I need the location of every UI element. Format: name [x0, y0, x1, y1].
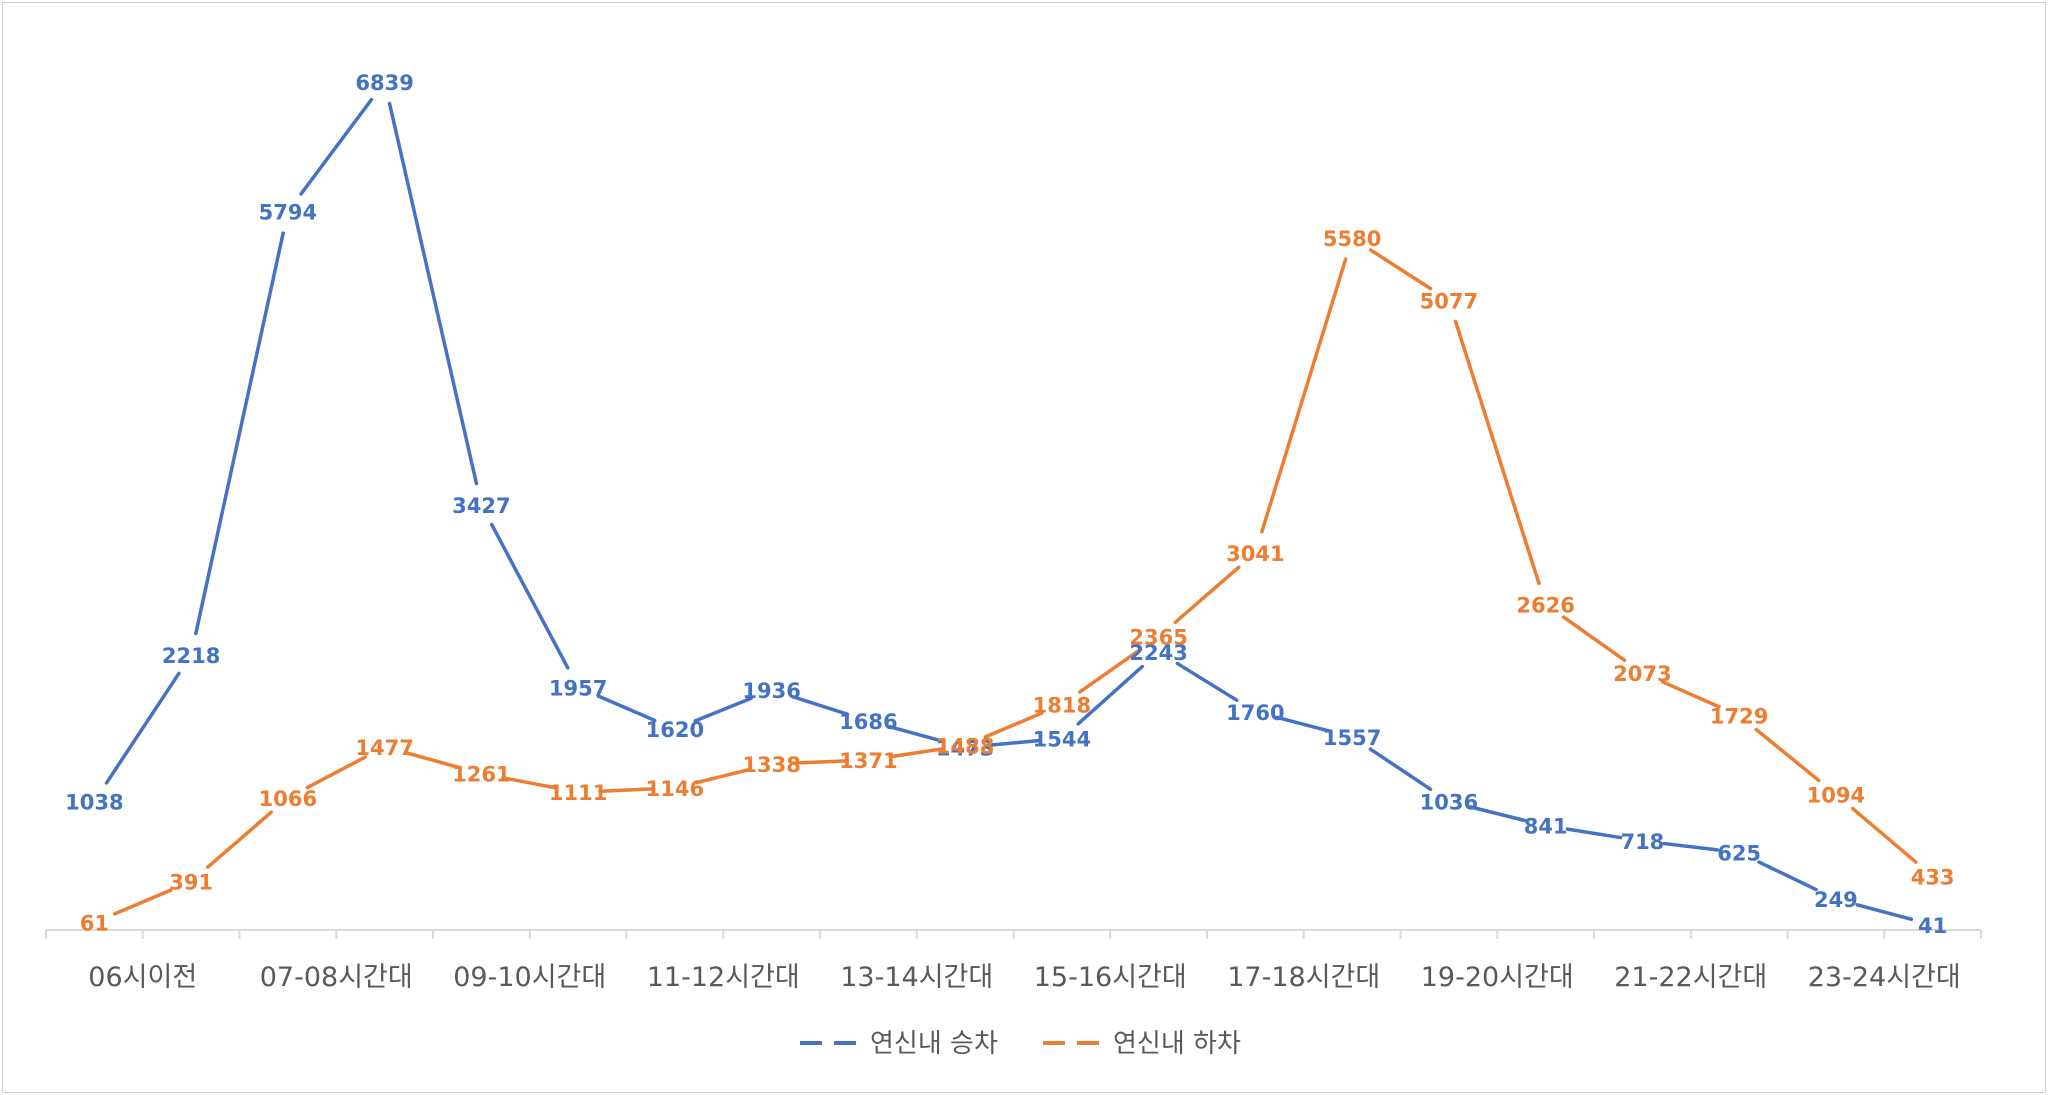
legend-label: 연신내 하차 — [1113, 1029, 1241, 1059]
series-line-segment — [1175, 661, 1239, 702]
data-label: 433 — [1911, 865, 1955, 889]
x-tick-label: 17-18시간대 — [1227, 962, 1380, 993]
series-line-segment — [1660, 680, 1721, 709]
series-line-segment — [1368, 747, 1433, 792]
series-line-segment — [1076, 664, 1144, 726]
series-line-segment — [1368, 248, 1433, 291]
series-line-segment — [1468, 805, 1527, 823]
data-label: 391 — [169, 871, 213, 895]
series-line-segment — [387, 101, 479, 486]
series-line-segment — [206, 810, 273, 869]
data-labels: 1038 2218 5794 6839 3427 1957 1620 1936 1686 1473… — [65, 71, 1954, 938]
x-tick-label: 19-20시간대 — [1421, 962, 1574, 993]
data-label: 1544 — [1033, 728, 1091, 752]
data-label: 5077 — [1420, 289, 1478, 313]
series-lines — [104, 97, 1918, 921]
data-label: 5580 — [1323, 227, 1381, 251]
data-label: 2626 — [1516, 593, 1574, 617]
series-line-segment — [1850, 806, 1918, 864]
x-tick-label: 11-12시간대 — [647, 962, 800, 993]
series-line-segment — [112, 888, 173, 916]
series-line-segment — [1274, 715, 1333, 734]
series-line-segment — [104, 671, 181, 785]
data-label: 61 — [80, 911, 109, 935]
x-tick-label: 07-08시간대 — [260, 962, 413, 993]
x-tick-label: 15-16시간대 — [1034, 962, 1187, 993]
series-line-segment — [1754, 727, 1821, 783]
data-label: 249 — [1814, 888, 1858, 912]
data-label: 1620 — [646, 718, 704, 742]
data-label: 1038 — [65, 790, 123, 814]
data-label: 2073 — [1613, 662, 1671, 686]
data-label: 6839 — [355, 71, 413, 95]
data-label: 1371 — [839, 749, 897, 773]
series-line-segment — [194, 231, 285, 636]
data-label: 3427 — [452, 494, 510, 518]
series-line-segment — [983, 711, 1044, 739]
data-label: 841 — [1524, 815, 1568, 839]
series-line-segment — [1662, 841, 1720, 852]
series-line-segment — [888, 747, 946, 759]
data-label: 1488 — [936, 734, 994, 758]
data-label: 1557 — [1323, 726, 1381, 750]
series-line-segment — [1565, 827, 1623, 840]
series-line-segment — [1561, 615, 1627, 662]
series-line-segment — [1260, 257, 1348, 534]
series-line-segment — [404, 750, 462, 770]
data-label: 2218 — [162, 644, 220, 668]
legend: 연신내 승차 연신내 하차 — [800, 1029, 1241, 1059]
data-label: 1477 — [355, 736, 413, 760]
data-label: 1036 — [1420, 791, 1478, 815]
x-tick-label: 23-24시간대 — [1808, 962, 1961, 993]
data-label: 1094 — [1807, 783, 1865, 807]
data-label: 1111 — [549, 781, 607, 805]
data-label: 1957 — [549, 676, 607, 700]
x-tick-label: 06시이전 — [88, 962, 197, 993]
series-line-segment — [887, 724, 946, 744]
data-label: 1146 — [646, 777, 704, 801]
x-tick-label: 13-14시간대 — [840, 962, 993, 993]
data-label: 5794 — [259, 201, 317, 225]
series-line-segment — [1078, 647, 1143, 694]
data-label: 3041 — [1226, 542, 1284, 566]
series-line-segment — [791, 759, 849, 765]
series-line-segment — [305, 755, 367, 790]
series-line-segment — [985, 738, 1042, 748]
series-line-segment — [489, 522, 570, 670]
series-line-segment — [299, 97, 374, 196]
series-line-segment — [501, 776, 559, 790]
data-label: 1729 — [1710, 705, 1768, 729]
data-label: 1686 — [839, 710, 897, 734]
series-line-segment — [1757, 860, 1818, 892]
series-line-segment — [1173, 565, 1241, 625]
series-line-segment — [598, 787, 655, 794]
data-label: 625 — [1717, 842, 1761, 866]
data-label: 41 — [1918, 914, 1947, 938]
series-line-segment — [596, 694, 657, 723]
x-tick-labels: 06시이전 07-08시간대 09-10시간대 11-12시간대 13-14시간대 15-… — [88, 962, 1960, 993]
data-label: 1936 — [742, 679, 800, 703]
data-label: 1760 — [1226, 701, 1284, 725]
series-line-segment — [1855, 903, 1914, 921]
data-label: 1338 — [742, 753, 800, 777]
x-axis — [45, 929, 1982, 939]
series-line-segment — [693, 696, 753, 723]
series-line-segment — [694, 767, 753, 785]
series-line-segment — [1453, 319, 1541, 586]
data-label: 2243 — [1129, 641, 1187, 665]
legend-label: 연신내 승차 — [870, 1029, 998, 1059]
x-tick-label: 21-22시간대 — [1614, 962, 1767, 993]
data-label: 718 — [1620, 830, 1664, 854]
data-label: 1818 — [1033, 694, 1091, 718]
data-label: 1066 — [259, 787, 317, 811]
x-tick-label: 09-10시간대 — [453, 962, 606, 993]
data-label: 1473 — [936, 736, 994, 760]
data-label: 2365 — [1129, 626, 1187, 650]
data-label: 1261 — [452, 763, 510, 787]
series-line-segment — [790, 694, 850, 716]
